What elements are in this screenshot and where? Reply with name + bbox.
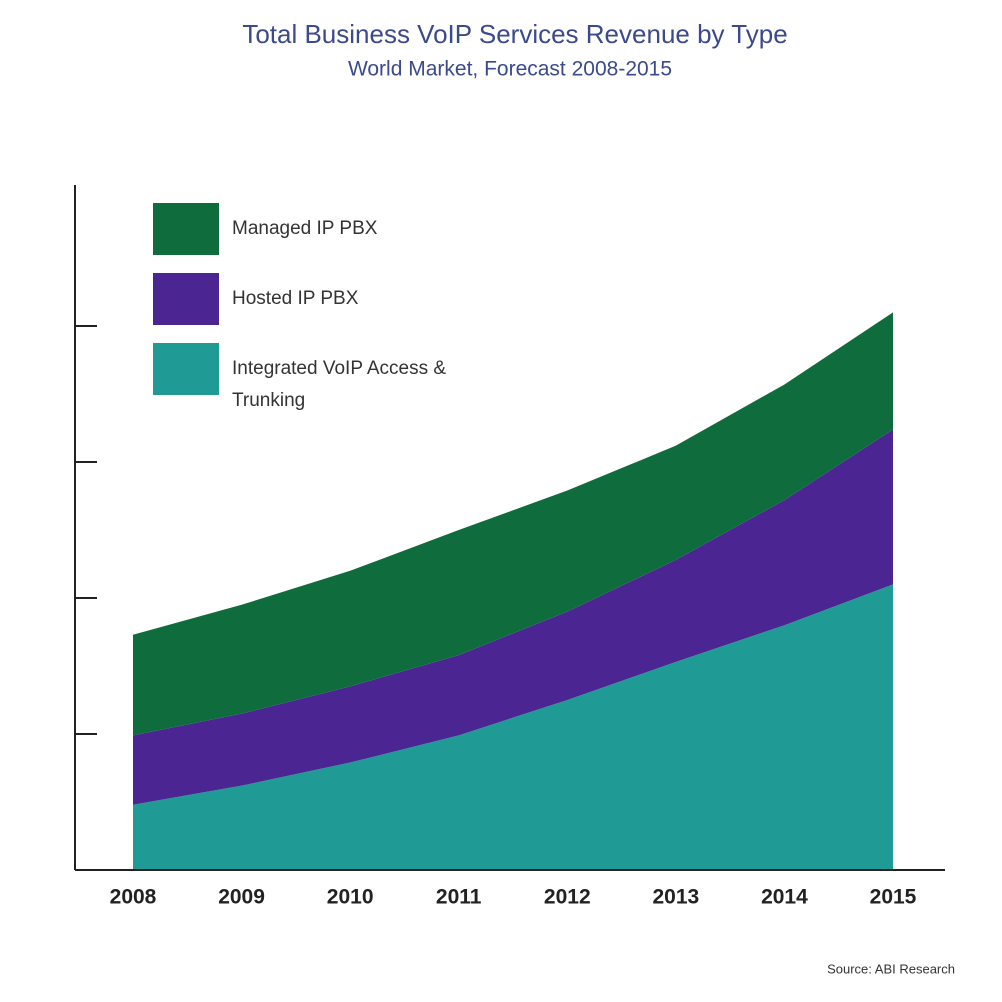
source: Source: ABI Research [827,961,955,976]
legend-swatch [153,343,219,395]
chart-title: Total Business VoIP Services Revenue by … [242,19,787,49]
x-tick-label: 2011 [436,886,482,909]
x-tick-label: 2012 [544,886,591,909]
x-tick-label: 2015 [870,886,917,909]
area [133,584,893,870]
x-tick-label: 2009 [218,886,265,909]
legend-label: Hosted IP PBX [232,288,359,309]
x-tick-label: 2010 [327,886,374,909]
x-tick-label: 2014 [761,886,808,909]
legend-label: Managed IP PBX [232,218,378,239]
area [133,312,893,736]
area [133,429,893,805]
chart-subtitle: World Market, Forecast 2008-2015 [348,58,672,81]
legend-label: Integrated VoIP Access & Trunking [232,358,447,411]
x-tick-label: 2013 [652,886,699,909]
legend-swatch [153,203,219,255]
x-tick-label: 2008 [110,886,157,909]
legend-swatch [153,273,219,325]
